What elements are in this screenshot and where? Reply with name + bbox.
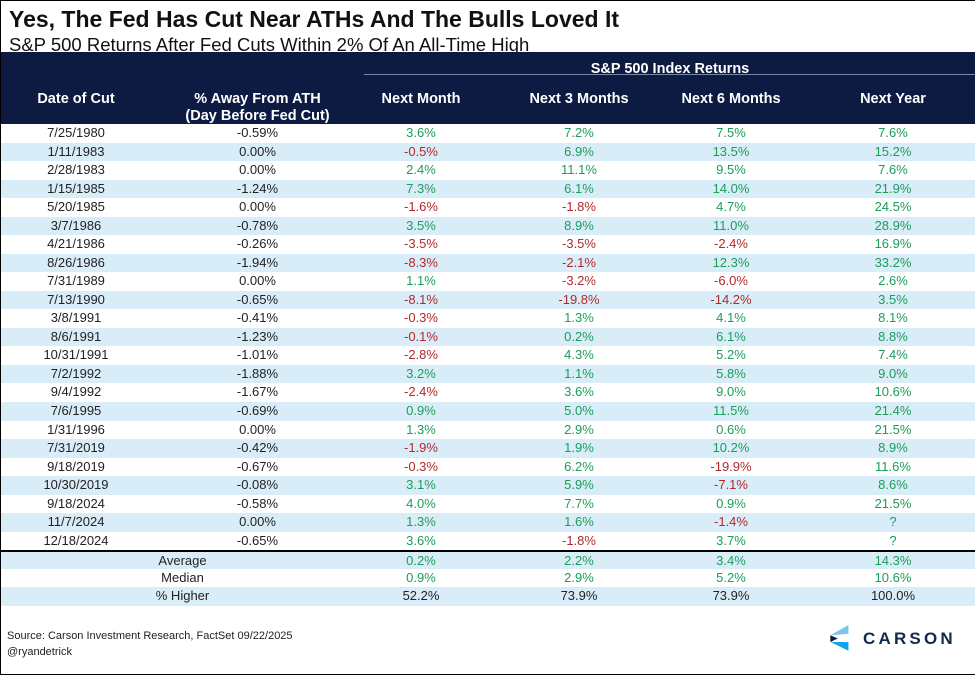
- svg-text:CARSON: CARSON: [863, 629, 956, 648]
